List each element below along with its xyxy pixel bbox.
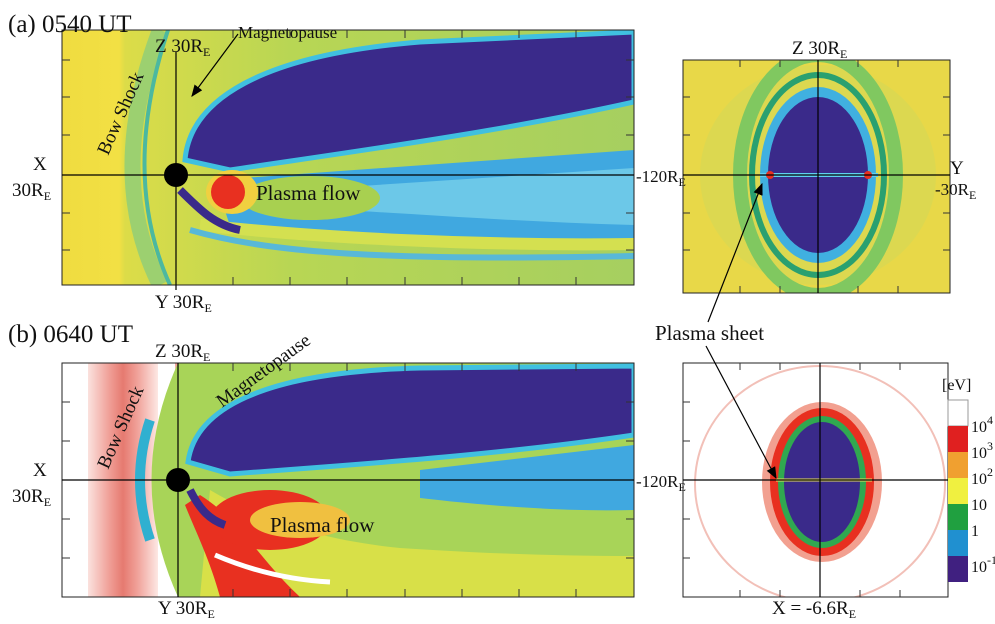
label-subscript: E [44, 495, 51, 509]
annotation: Magnetopause [238, 23, 337, 42]
axis-label: -120RE [636, 167, 686, 189]
label-exponent: 4 [987, 413, 993, 427]
color-swatch [948, 504, 968, 530]
earth [166, 468, 190, 492]
panel-b-section [683, 363, 948, 602]
label-subscript: E [203, 350, 210, 364]
label-base: 10 [971, 419, 987, 436]
label-subscript: E [969, 188, 976, 202]
annotation: Plasma flow [270, 513, 375, 537]
annotation: Plasma flow [256, 181, 361, 205]
page: Magnetosphere simulation figure {"panel_… [0, 0, 995, 624]
axis-label: X [33, 154, 47, 175]
colorbar-label: 104 [971, 413, 993, 436]
body: [eV] 104 103 102 10 1 10-1 (a) 0540 UT Z… [0, 0, 995, 624]
colorbar-label: 10-1 [971, 553, 995, 576]
axis-label: Y 30RE [158, 598, 215, 621]
color-swatch [948, 530, 968, 556]
label-base: 10 [971, 445, 987, 462]
annotation: Plasma sheet [655, 321, 764, 345]
label-text: Y 30R [158, 598, 208, 619]
label-text: 30R [12, 486, 44, 507]
colorbar-label: 1 [971, 523, 979, 540]
label-exponent: -1 [987, 553, 995, 567]
axis-label: Z 30RE [155, 341, 210, 364]
axis-label: X = -6.6RE [772, 598, 856, 621]
label-subscript: E [204, 301, 211, 315]
label-text: Y 30R [155, 292, 205, 313]
label-exponent: 3 [987, 439, 993, 453]
label-subscript: E [207, 607, 214, 621]
colorbar-label: 103 [971, 439, 993, 462]
panel-label: (a) 0540 UT [8, 11, 132, 38]
label-subscript: E [44, 189, 51, 203]
label-subscript: E [679, 175, 686, 189]
label-text: -120R [636, 167, 679, 186]
axis-label: Z 30RE [792, 38, 847, 61]
colorbar-label: 10 [971, 497, 987, 514]
axis-label: Y 30RE [155, 292, 212, 315]
axis-label: Z 30RE [155, 36, 210, 59]
figure: [eV] 104 103 102 10 1 10-1 (a) 0540 UT Z… [0, 0, 995, 624]
flow-region [211, 175, 245, 209]
color-swatch [948, 426, 968, 452]
axis-label: -30RE [935, 180, 976, 202]
label-base: 10 [971, 471, 987, 488]
label-subscript: E [840, 47, 847, 61]
color-swatch [948, 556, 968, 582]
lobe [784, 422, 860, 542]
label-exponent: 2 [987, 465, 993, 479]
label-text: Z 30R [792, 38, 840, 59]
label-text: X = -6.6R [772, 598, 849, 619]
panel-label: (b) 0640 UT [8, 321, 133, 348]
label-subscript: E [849, 607, 856, 621]
label-text: -30R [935, 180, 970, 199]
color-swatch [948, 478, 968, 504]
axis-label: 30RE [12, 486, 51, 509]
color-swatch [948, 400, 968, 426]
earth [164, 163, 188, 187]
label-text: -120R [636, 472, 679, 491]
label-text: 30R [12, 180, 44, 201]
axis-label: X [33, 460, 47, 481]
colorbar-label: 102 [971, 465, 993, 488]
colorbar-unit: [eV] [942, 377, 971, 394]
label-base: 10 [971, 559, 987, 576]
color-swatch [948, 452, 968, 478]
panel-a-field [62, 30, 634, 285]
label-text: Z 30R [155, 341, 203, 362]
label-subscript: E [203, 45, 210, 59]
axis-label: -120RE [636, 472, 686, 494]
label-text: Z 30R [155, 36, 203, 57]
colorbar: [eV] 104 103 102 10 1 10-1 [942, 377, 995, 582]
axis-label: Y [950, 158, 964, 179]
axis-label: 30RE [12, 180, 51, 203]
label-subscript: E [679, 480, 686, 494]
